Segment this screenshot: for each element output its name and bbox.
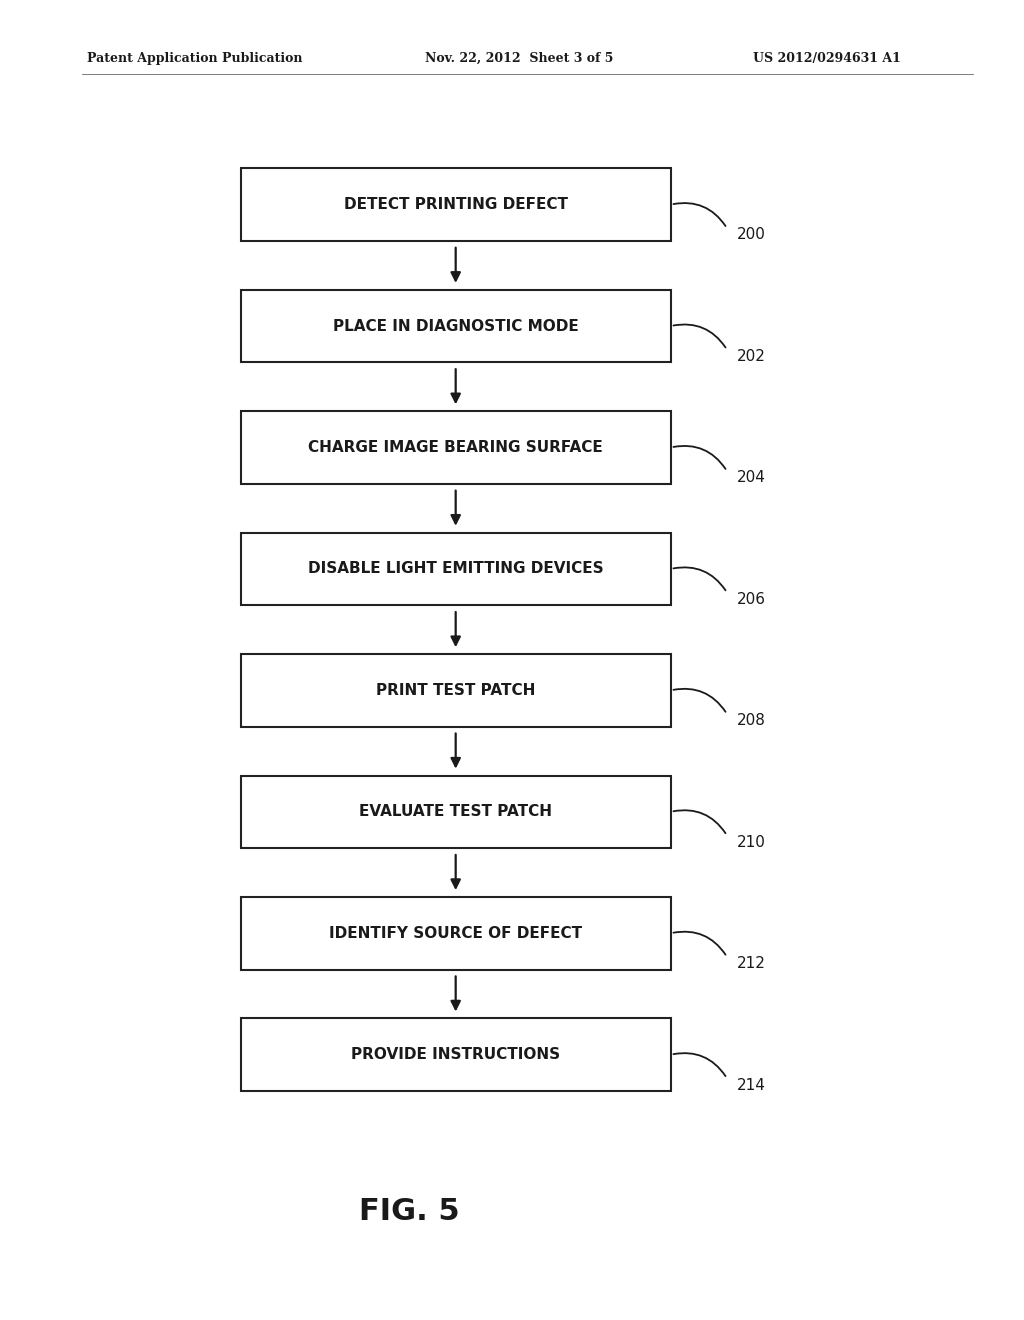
Bar: [241, 412, 671, 483]
Text: US 2012/0294631 A1: US 2012/0294631 A1: [753, 51, 900, 65]
Text: 208: 208: [737, 713, 766, 729]
Text: Patent Application Publication: Patent Application Publication: [87, 51, 302, 65]
Bar: [241, 1019, 671, 1090]
Text: 212: 212: [737, 956, 766, 972]
Text: 210: 210: [737, 834, 766, 850]
Text: EVALUATE TEST PATCH: EVALUATE TEST PATCH: [359, 804, 552, 820]
Text: PROVIDE INSTRUCTIONS: PROVIDE INSTRUCTIONS: [351, 1047, 560, 1063]
Text: 214: 214: [737, 1077, 766, 1093]
Text: IDENTIFY SOURCE OF DEFECT: IDENTIFY SOURCE OF DEFECT: [329, 925, 583, 941]
Bar: [241, 898, 671, 970]
Text: CHARGE IMAGE BEARING SURFACE: CHARGE IMAGE BEARING SURFACE: [308, 440, 603, 455]
Bar: [241, 532, 671, 605]
Text: DETECT PRINTING DEFECT: DETECT PRINTING DEFECT: [344, 197, 567, 213]
Bar: [241, 655, 671, 726]
Text: 202: 202: [737, 348, 766, 364]
Text: 206: 206: [737, 591, 766, 607]
Text: 200: 200: [737, 227, 766, 243]
Text: PLACE IN DIAGNOSTIC MODE: PLACE IN DIAGNOSTIC MODE: [333, 318, 579, 334]
Bar: [241, 289, 671, 362]
Text: Nov. 22, 2012  Sheet 3 of 5: Nov. 22, 2012 Sheet 3 of 5: [425, 51, 613, 65]
Text: 204: 204: [737, 470, 766, 486]
Text: DISABLE LIGHT EMITTING DEVICES: DISABLE LIGHT EMITTING DEVICES: [308, 561, 603, 577]
Bar: [241, 168, 671, 242]
Text: PRINT TEST PATCH: PRINT TEST PATCH: [376, 682, 536, 698]
Text: FIG. 5: FIG. 5: [359, 1197, 460, 1226]
Bar: [241, 776, 671, 849]
